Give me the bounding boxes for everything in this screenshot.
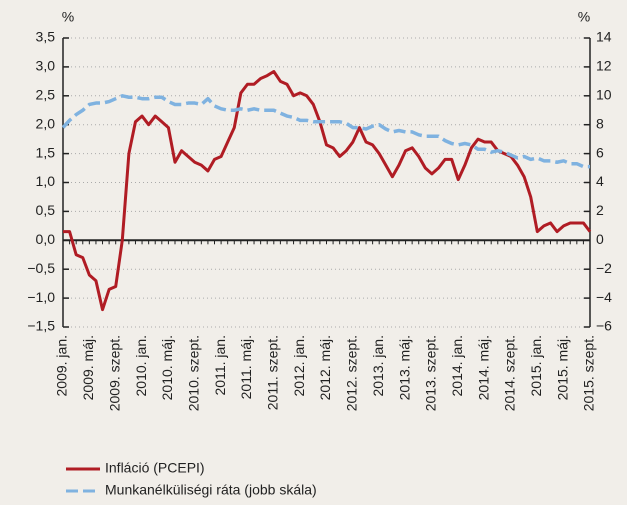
y-tick-label: −0,5 [27,260,55,276]
x-tick-label: 2015. jan. [528,335,544,397]
y2-tick-label: 12 [596,58,612,74]
y-tick-label: 1,0 [36,173,56,189]
x-tick-label: 2012. szept. [344,335,360,411]
x-tick-label: 2011. szept. [265,335,281,410]
y-tick-label: 0,0 [36,231,56,247]
x-tick-label: 2012. jan. [291,335,307,397]
x-tick-label: 2013. szept. [423,335,439,411]
y2-unit: % [578,9,590,25]
legend-label: Munkanélküliségi ráta (jobb skála) [105,482,317,498]
legend-label: Infláció (PCEPI) [105,460,205,476]
y-tick-label: 2,5 [36,87,56,103]
x-tick-label: 2010. máj. [159,335,175,400]
x-tick-label: 2014. jan. [449,335,465,397]
x-tick-label: 2015. máj. [554,335,570,400]
x-tick-label: 2013. jan. [370,335,386,397]
x-tick-label: 2011. máj. [238,335,254,399]
y2-tick-label: 0 [596,231,604,247]
x-tick-label: 2009. szept. [106,335,122,411]
x-tick-label: 2010. jan. [133,335,149,397]
x-tick-label: 2010. szept. [185,335,201,411]
x-tick-label: 2009. máj. [80,335,96,400]
x-tick-label: 2011. jan. [212,335,228,395]
y-unit: % [62,9,74,25]
y2-tick-label: 8 [596,115,604,131]
x-tick-label: 2015. szept. [581,335,597,411]
y2-tick-label: 6 [596,144,604,160]
y-tick-label: 2,0 [36,115,56,131]
y2-tick-label: −4 [596,289,612,305]
y2-tick-label: −6 [596,318,612,334]
x-tick-label: 2014. szept. [502,335,518,411]
y2-tick-label: 4 [596,173,604,189]
y-tick-label: −1,0 [27,289,55,305]
y-tick-label: 1,5 [36,144,56,160]
x-tick-label: 2009. jan. [54,335,70,397]
x-tick-label: 2013. máj. [396,335,412,400]
y-tick-label: 3,5 [36,29,56,45]
series-line [63,70,592,312]
y2-tick-label: 2 [596,202,604,218]
x-tick-label: 2014. máj. [475,335,491,400]
y-tick-label: 0,5 [36,202,56,218]
y2-tick-label: 14 [596,29,612,45]
y2-tick-label: 10 [596,87,612,103]
y2-tick-label: −2 [596,260,612,276]
y-tick-label: −1,5 [27,318,55,334]
y-tick-label: 3,0 [36,58,56,74]
x-tick-label: 2012. máj. [317,335,333,400]
